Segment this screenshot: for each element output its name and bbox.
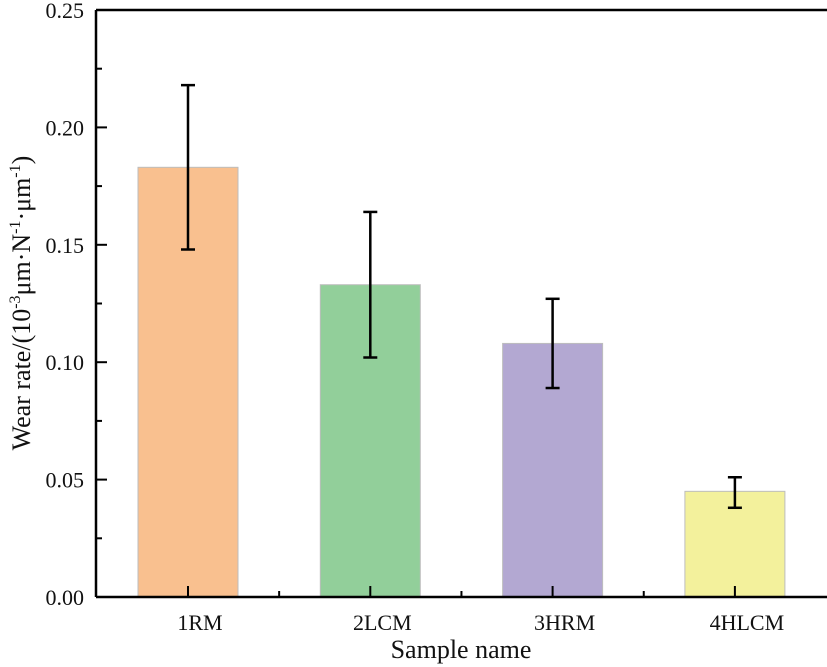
x-tick-label-4HLCM: 4HLCM — [710, 610, 785, 635]
y-title-exp1: -3 — [7, 295, 24, 308]
y-title-mid1: μm·N — [7, 234, 36, 296]
y-tick-label: 0.10 — [46, 350, 85, 375]
y-title-mid2: ·μm — [7, 178, 36, 221]
y-title-prefix: Wear rate/(10 — [7, 309, 36, 451]
y-tick-label: 0.20 — [46, 115, 85, 140]
bars-group — [137, 166, 786, 598]
y-tick-label: 0.25 — [46, 0, 85, 23]
y-title-exp2: -1 — [7, 221, 24, 234]
y-title-exp3: -1 — [7, 164, 24, 177]
axes-group: 1RM 2LCM 3HRM 4HLCM 0.00 0.05 0.10 0.15 0.20 0.25 — [46, 0, 827, 635]
y-axis-title: Wear rate/(10-3μm·N-1·μm-1) — [7, 156, 36, 451]
y-tick-label: 0.00 — [46, 585, 85, 610]
y-title-suffix: ) — [7, 156, 36, 165]
x-tick-label-1RM: 1RM — [177, 610, 222, 635]
error-bars-group — [181, 83, 742, 510]
x-tick-label-3HRM: 3HRM — [534, 610, 595, 635]
x-axis-title: Sample name — [391, 635, 532, 664]
y-tick-label: 0.05 — [46, 468, 85, 493]
x-tick-label-2LCM: 2LCM — [353, 610, 412, 635]
y-tick-label: 0.15 — [46, 233, 85, 258]
